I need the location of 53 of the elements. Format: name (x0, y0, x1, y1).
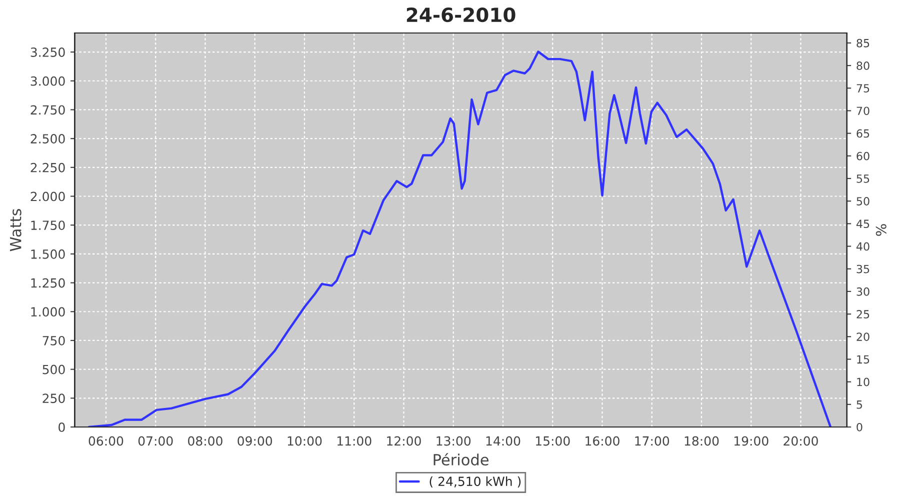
y-tick-label: 750 (42, 336, 65, 346)
x-tick-label: 07:00 (138, 436, 173, 446)
y2-axis-title: % (876, 224, 886, 236)
y2-tick-label: 25 (856, 310, 870, 318)
y-tick-label: 2.500 (30, 134, 65, 144)
chart-title: 24-6-2010 (406, 7, 516, 22)
y-tick-label: 2.750 (30, 105, 65, 115)
y2-tick-label: 30 (856, 287, 870, 296)
y2-tick-label: 55 (856, 174, 870, 183)
y2-tick-label: 85 (856, 38, 870, 48)
y2-tick-label: 15 (857, 355, 870, 364)
x-tick-label: 14:00 (486, 436, 520, 446)
y2-tick-label: 80 (856, 62, 870, 70)
y-tick-label: 1.250 (31, 278, 65, 288)
y2-tick-label: 5 (856, 400, 862, 409)
x-tick-label: 18:00 (684, 436, 719, 446)
x-tick-label: 12:00 (387, 436, 421, 446)
y2-tick-label: 65 (856, 129, 870, 138)
x-tick-label: 10:00 (288, 436, 322, 446)
y-tick-label: 2.000 (30, 192, 65, 202)
x-tick-label: 13:00 (436, 436, 471, 446)
y2-tick-label: 75 (856, 84, 870, 93)
y2-tick-label: 70 (856, 106, 870, 116)
y2-tick-label: 60 (856, 152, 870, 160)
y2-tick-label: 45 (856, 220, 870, 228)
y2-tick-label: 10 (857, 378, 870, 386)
y-axis-title: Watts (10, 209, 22, 252)
y2-tick-label: 20 (856, 332, 870, 342)
y-tick-label: 1.500 (31, 249, 65, 259)
x-tick-label: 17:00 (635, 436, 670, 446)
y-tick-label: 1.750 (31, 220, 65, 230)
y-tick-label: 2.250 (30, 162, 65, 172)
x-tick-label: 09:00 (238, 436, 272, 446)
y2-tick-label: 40 (856, 242, 870, 251)
legend-label: ( 24,510 kWh ) (430, 476, 521, 488)
x-tick-label: 15:00 (536, 436, 570, 446)
x-tick-label: 06:00 (88, 436, 124, 446)
x-tick-label: 08:00 (188, 436, 222, 446)
line-series (88, 50, 832, 427)
y2-tick-label: 50 (856, 197, 870, 206)
y-tick-label: 250 (42, 394, 65, 404)
y2-tick-label: 35 (856, 264, 870, 274)
y-tick-label: 500 (42, 364, 65, 374)
y-tick-label: 0 (58, 422, 65, 432)
y-tick-label: 3.000 (30, 76, 65, 86)
y-tick-label: 3.250 (30, 48, 65, 57)
y2-tick-label: 0 (856, 422, 862, 432)
x-tick-label: 20:00 (784, 436, 818, 446)
y-tick-label: 1.000 (31, 307, 65, 317)
x-axis-title: Période (434, 453, 488, 466)
x-tick-label: 11:00 (337, 436, 372, 446)
x-tick-label: 19:00 (734, 436, 768, 446)
x-tick-label: 16:00 (586, 436, 620, 446)
